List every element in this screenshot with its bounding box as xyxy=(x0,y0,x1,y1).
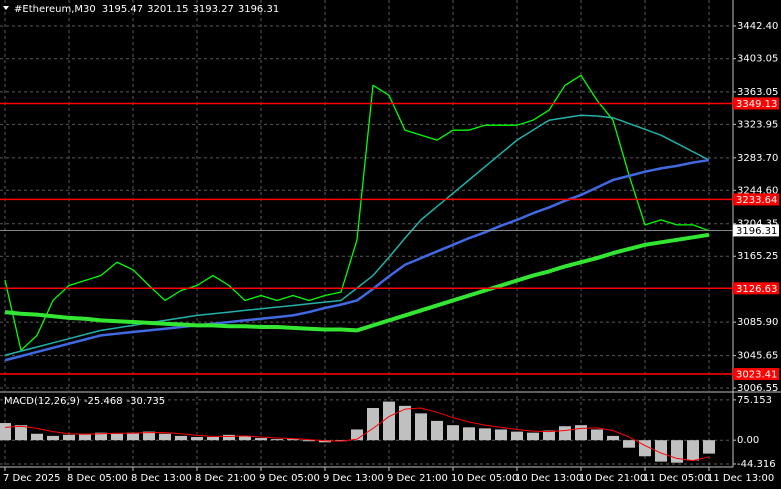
histogram-bar xyxy=(303,440,315,442)
histogram-bar xyxy=(415,413,427,441)
y-tick-label: 3085.90 xyxy=(737,317,778,328)
x-tick-label: 8 Dec 13:00 xyxy=(131,473,192,484)
histogram-bar xyxy=(159,433,171,441)
price-line xyxy=(4,158,710,362)
histogram-bar xyxy=(559,426,571,441)
ohlc-value: 3195.47 xyxy=(102,4,143,15)
histogram-bar xyxy=(47,435,59,441)
level-label-box xyxy=(733,97,779,110)
histogram-bar xyxy=(255,438,267,441)
histogram-bar xyxy=(63,434,75,441)
histogram-bar xyxy=(287,439,299,441)
histogram-bar xyxy=(527,432,539,441)
level-label-box xyxy=(733,368,779,381)
histogram-bar xyxy=(383,401,395,441)
level-label: 3126.63 xyxy=(736,284,777,295)
histogram-bar xyxy=(207,436,219,441)
level-label-box xyxy=(733,282,779,295)
indicator-title: MACD(12,26,9) xyxy=(4,396,80,407)
y-tick-label: -44.316 xyxy=(737,459,776,470)
histogram-bar xyxy=(111,433,123,441)
x-tick-label: 8 Dec 21:00 xyxy=(195,473,256,484)
histogram-bar xyxy=(447,425,459,441)
histogram-bar xyxy=(271,439,283,441)
histogram-bar xyxy=(511,431,523,441)
y-tick-label: 3323.95 xyxy=(737,119,778,130)
histogram-bar xyxy=(143,431,155,441)
histogram-bar xyxy=(463,427,475,441)
y-tick-label: 3403.05 xyxy=(737,54,778,65)
x-tick-label: 9 Dec 13:00 xyxy=(323,473,384,484)
x-tick-label: 11 Dec 05:00 xyxy=(643,473,710,484)
price-line xyxy=(4,74,710,351)
indicator-value: -30.735 xyxy=(127,396,166,407)
histogram-bar xyxy=(79,433,91,441)
y-tick-label: 3204.35 xyxy=(737,219,778,230)
y-tick-label: 3165.25 xyxy=(737,251,778,262)
signal-line xyxy=(4,407,710,462)
indicator-value: -25.468 xyxy=(84,396,123,407)
histogram-bar xyxy=(655,440,667,462)
x-tick-label: 10 Dec 13:00 xyxy=(515,473,582,484)
chart-header: #Ethereum,M30 3195.47 3201.15 3193.27 3196.3… xyxy=(14,4,279,15)
ohlc-value: 3193.27 xyxy=(192,4,233,15)
level-label: 3349.13 xyxy=(736,99,777,110)
x-tick-label: 9 Dec 21:00 xyxy=(387,473,448,484)
histogram-bar xyxy=(319,440,331,443)
histogram-bar xyxy=(431,420,443,441)
y-tick-label: 3363.05 xyxy=(737,87,778,98)
histogram-bar xyxy=(335,440,347,442)
histogram-bar xyxy=(367,408,379,441)
x-tick-label: 8 Dec 05:00 xyxy=(67,473,128,484)
last-price-label: 3196.31 xyxy=(736,226,777,237)
ohlc-value: 3201.15 xyxy=(147,4,188,15)
x-tick-label: 11 Dec 13:00 xyxy=(707,473,774,484)
chart-title: #Ethereum,M30 xyxy=(14,4,96,15)
header-arrow xyxy=(3,6,9,10)
histogram-bar xyxy=(175,435,187,441)
histogram-bar xyxy=(239,435,251,441)
level-label: 3233.64 xyxy=(736,195,777,206)
level-label-box xyxy=(733,193,779,206)
last-price-box xyxy=(733,224,779,237)
histogram-bar xyxy=(15,425,27,441)
histogram-bar xyxy=(623,440,635,448)
histogram-bar xyxy=(687,440,699,461)
histogram-bar xyxy=(191,436,203,441)
histogram-bar xyxy=(351,429,363,441)
histogram-bar xyxy=(95,432,107,441)
indicator-header: MACD(12,26,9) -25.468 -30.735 xyxy=(4,396,165,407)
histogram-bar xyxy=(495,429,507,441)
y-tick-label: 0.00 xyxy=(737,435,759,446)
histogram-bar xyxy=(0,423,11,441)
x-tick-label: 10 Dec 21:00 xyxy=(579,473,646,484)
histogram-bar xyxy=(607,435,619,441)
histogram-bar xyxy=(479,428,491,441)
histogram-bar xyxy=(127,432,139,441)
y-tick-label: 75.153 xyxy=(737,395,772,406)
ohlc-value: 3196.31 xyxy=(238,4,279,15)
histogram-bar xyxy=(591,429,603,441)
x-tick-label: 7 Dec 2025 xyxy=(3,473,61,484)
x-tick-label: 9 Dec 05:00 xyxy=(259,473,320,484)
level-label: 3023.41 xyxy=(736,370,777,381)
x-tick-label: 10 Dec 05:00 xyxy=(451,473,518,484)
histogram-bar xyxy=(639,440,651,457)
histogram-bar xyxy=(399,405,411,441)
y-tick-label: 3006.55 xyxy=(737,383,778,394)
histogram-bar xyxy=(31,433,43,441)
price-line xyxy=(4,232,710,333)
y-tick-label: 3442.40 xyxy=(737,21,778,32)
histogram-bar xyxy=(543,430,555,441)
histogram-bar xyxy=(223,434,235,441)
y-tick-label: 3244.60 xyxy=(737,185,778,196)
histogram-bar xyxy=(703,440,715,454)
y-tick-label: 3283.70 xyxy=(737,153,778,164)
histogram-bar xyxy=(575,425,587,441)
y-tick-label: 3045.65 xyxy=(737,351,778,362)
